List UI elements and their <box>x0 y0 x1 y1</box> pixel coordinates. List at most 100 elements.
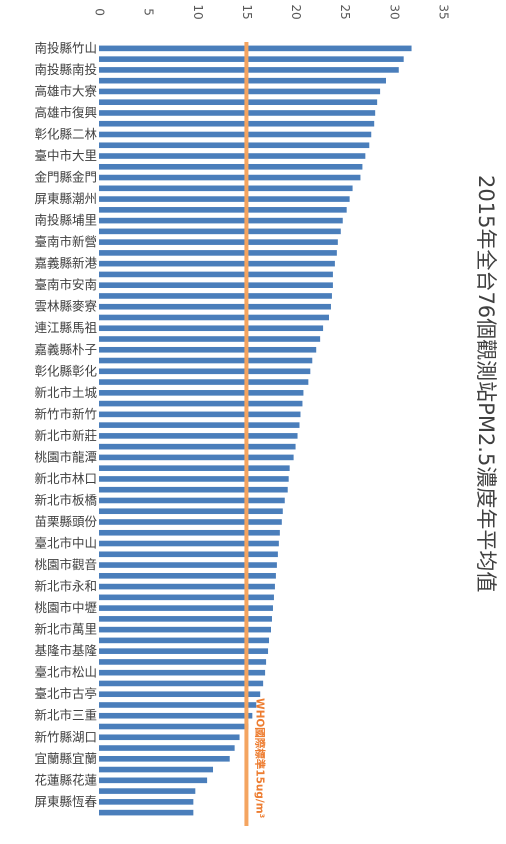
bar <box>99 734 240 741</box>
bar <box>99 163 363 170</box>
bar <box>99 519 282 525</box>
category-label: 南投縣南投 <box>34 62 97 77</box>
category-label: 嘉義縣新港 <box>34 256 97 271</box>
category-label: 桃園市觀音 <box>34 557 97 572</box>
bar <box>99 346 317 353</box>
x-tick-label: 0 <box>93 8 107 16</box>
bar <box>99 422 300 428</box>
x-tick-label: 35 <box>437 4 451 19</box>
bar <box>99 207 347 213</box>
bar <box>99 669 266 676</box>
x-tick-label: 25 <box>338 4 352 19</box>
bar <box>99 702 257 708</box>
x-tick-35: 35 <box>437 4 451 19</box>
bar <box>99 400 303 407</box>
bar <box>99 486 288 493</box>
bars <box>99 45 412 816</box>
x-tick-label: 30 <box>387 4 401 19</box>
x-tick-0: 0 <box>93 8 107 16</box>
bar <box>99 809 194 816</box>
bar <box>99 56 404 62</box>
category-label: 宜蘭縣宜蘭 <box>34 751 97 766</box>
bar <box>99 508 283 515</box>
bar <box>99 454 294 461</box>
x-tick-25: 25 <box>338 4 352 19</box>
bar <box>99 551 278 558</box>
bar <box>99 626 271 633</box>
bar <box>99 756 230 762</box>
bar <box>99 110 376 116</box>
category-label: 高雄市復興 <box>34 105 97 120</box>
bar <box>99 303 331 310</box>
bar <box>99 368 311 375</box>
bar <box>99 239 338 245</box>
category-label: 新北市林口 <box>34 471 97 486</box>
category-label: 彰化縣彰化 <box>34 363 97 378</box>
bar <box>99 293 332 299</box>
bar <box>99 88 381 95</box>
bar <box>99 174 361 181</box>
bar <box>99 529 280 536</box>
category-label: 基隆市基隆 <box>34 643 97 658</box>
bar <box>99 120 375 127</box>
category-label: 金門縣金門 <box>34 170 97 185</box>
category-label: 屏東縣恆春 <box>34 794 97 809</box>
bar <box>99 583 275 590</box>
bar <box>99 153 366 159</box>
category-label: 花蓮縣花蓮 <box>34 772 97 787</box>
bar <box>99 228 341 235</box>
category-label: 新北市板橋 <box>34 493 97 508</box>
category-labels: 南投縣竹山南投縣南投高雄市大寮高雄市復興彰化縣二林臺中市大里金門縣金門屏東縣潮州… <box>34 40 97 809</box>
category-label: 南投縣竹山 <box>34 40 97 55</box>
bar <box>99 314 329 321</box>
bar <box>99 411 301 418</box>
x-tick-20: 20 <box>289 4 303 19</box>
bar <box>99 788 196 794</box>
x-tick-label: 5 <box>142 8 156 16</box>
bar <box>99 777 208 784</box>
bar <box>99 799 194 805</box>
bar <box>99 648 269 654</box>
category-label: 桃園市中壢 <box>34 600 97 615</box>
x-tick-label: 20 <box>289 4 303 19</box>
bar <box>99 476 289 482</box>
category-label: 新北市土城 <box>34 385 97 400</box>
bar <box>99 659 267 665</box>
x-tick-label: 15 <box>240 4 254 19</box>
bar <box>99 67 399 73</box>
bar <box>99 540 279 547</box>
category-label: 新北市永和 <box>34 579 97 594</box>
x-tick-label: 10 <box>191 4 205 19</box>
bar <box>99 250 337 256</box>
bar <box>99 260 335 267</box>
bar <box>99 443 296 450</box>
bar <box>99 390 304 396</box>
bar <box>99 196 350 202</box>
bar <box>99 99 378 105</box>
category-label: 臺北市古亭 <box>34 686 97 701</box>
reference-label-group: WHO國際標準15ug/m³ <box>253 698 266 819</box>
x-tick-5: 5 <box>142 8 156 16</box>
category-label: 南投縣埔里 <box>34 213 97 228</box>
bar <box>99 325 324 332</box>
reference-line-label: WHO國際標準15ug/m³ <box>253 698 266 819</box>
chart-title: 2015年全台76個觀測站PM2.5濃度年平均值 <box>474 175 498 592</box>
bar <box>99 217 343 224</box>
category-label: 高雄市大寮 <box>34 83 97 98</box>
category-label: 臺北市中山 <box>34 536 97 551</box>
category-label: 苗栗縣頭份 <box>34 514 97 529</box>
category-label: 新北市三重 <box>34 708 97 723</box>
bar <box>99 142 370 149</box>
bar <box>99 45 412 52</box>
who-reference-line: WHO國際標準15ug/m³ <box>244 42 266 826</box>
bar <box>99 712 253 719</box>
bar <box>99 77 386 84</box>
bar <box>99 691 261 698</box>
chart-title-group: 2015年全台76個觀測站PM2.5濃度年平均值 <box>474 175 498 592</box>
category-label: 連江縣馬祖 <box>34 320 97 335</box>
category-label: 臺北市松山 <box>34 665 97 680</box>
category-label: 臺南市新營 <box>34 234 97 249</box>
x-tick-30: 30 <box>387 4 401 19</box>
bar <box>99 185 353 192</box>
